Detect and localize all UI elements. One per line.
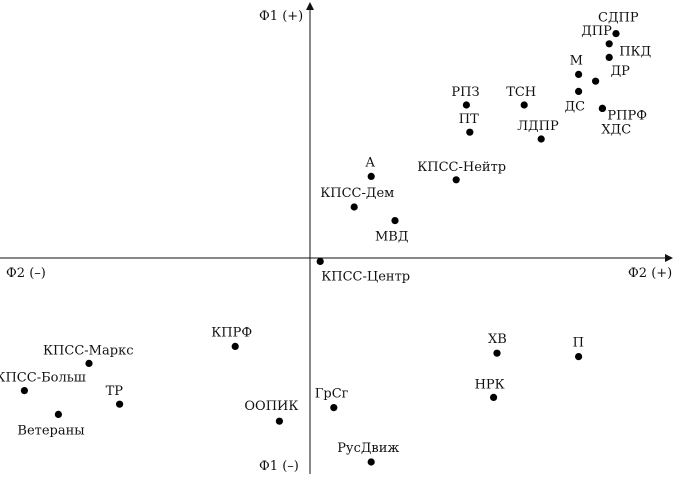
point-label: ДПР	[581, 24, 612, 39]
point-marker	[537, 135, 545, 143]
point-label: ХДС	[601, 122, 631, 137]
point-marker	[54, 410, 63, 418]
point-marker	[330, 404, 338, 412]
point-label: КПСС-Нейтр	[417, 160, 506, 175]
point-label: Ветераны	[17, 423, 84, 438]
point-label: КПСС-Дем	[320, 186, 394, 201]
point-marker	[605, 53, 613, 62]
point-label: ЛДПР	[517, 119, 559, 134]
data-points	[20, 29, 620, 466]
point-label: КПРФ	[211, 325, 252, 340]
point-label: ПТ	[459, 112, 479, 127]
axis-label-x-positive: Ф2 (+)	[628, 266, 672, 281]
point-marker	[85, 359, 93, 367]
axis-label-x-negative: Ф2 (–)	[6, 266, 46, 281]
point-marker	[350, 203, 358, 211]
point-marker	[493, 349, 501, 357]
point-label: ДР	[611, 64, 631, 79]
point-label: КПСС-Маркс	[43, 343, 133, 358]
point-label: КПСС-Больш	[0, 371, 86, 386]
axis-label-y-positive: Ф1 (+)	[259, 9, 303, 24]
point-label: А	[365, 155, 375, 170]
point-marker	[592, 77, 600, 85]
axis-label-y-negative: Ф1 (–)	[259, 459, 299, 474]
point-marker	[20, 387, 28, 395]
point-label: ПКД	[619, 44, 651, 59]
point-marker	[316, 257, 324, 265]
point-marker	[116, 400, 124, 408]
point-marker	[490, 393, 498, 401]
point-marker	[462, 101, 470, 109]
point-label: П	[573, 336, 584, 351]
point-label: ГрСг	[315, 387, 349, 402]
point-marker	[231, 342, 239, 350]
point-marker	[367, 458, 375, 466]
point-marker	[275, 417, 283, 425]
point-marker	[391, 217, 399, 225]
point-label: НРК	[475, 377, 505, 392]
point-marker	[598, 104, 607, 112]
point-label: СДПР	[598, 11, 639, 26]
point-label: ТР	[106, 384, 124, 399]
point-label: КПСС-Центр	[321, 269, 410, 284]
point-marker	[575, 353, 583, 361]
point-marker	[605, 40, 613, 48]
point-marker	[520, 101, 528, 109]
point-marker	[452, 176, 460, 184]
point-label: ХВ	[488, 332, 507, 347]
point-label: МВД	[375, 230, 408, 245]
point-marker	[575, 70, 583, 78]
point-marker	[612, 29, 620, 38]
point-marker	[466, 128, 474, 136]
point-label: ТСН	[506, 85, 536, 100]
point-label: РусДвиж	[337, 441, 399, 456]
point-marker	[575, 87, 583, 95]
point-label: ДС	[565, 99, 586, 114]
point-label: М	[570, 53, 583, 68]
point-label: РПРФ	[607, 108, 647, 123]
point-marker	[367, 172, 375, 180]
point-label: ООПИК	[244, 399, 298, 414]
point-label: РПЗ	[451, 85, 479, 100]
